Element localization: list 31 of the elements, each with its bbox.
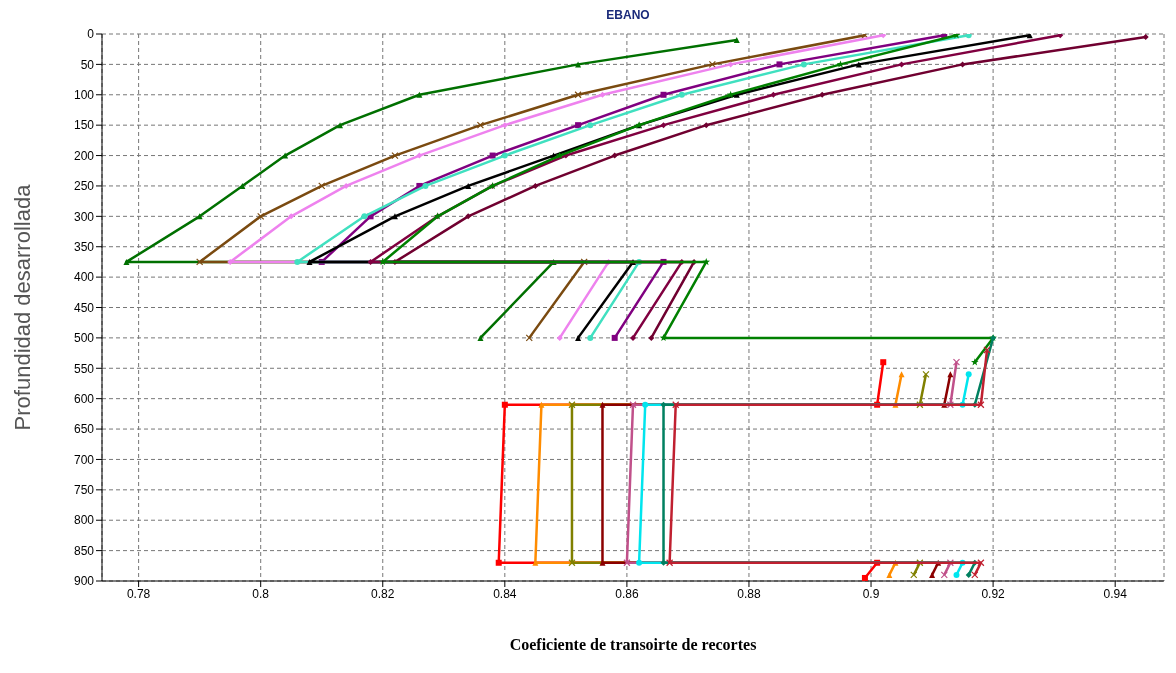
y-tick-label: 0	[87, 27, 95, 42]
x-tick-label: 0.9	[862, 586, 880, 601]
x-tick-label: 0.88	[737, 586, 761, 601]
y-tick-label: 850	[73, 543, 95, 558]
y-tick-label: 250	[73, 179, 95, 194]
y-tick-label: 500	[73, 331, 95, 346]
x-tick-label: 0.78	[126, 586, 151, 601]
x-tick-label: 0.94	[1103, 586, 1128, 601]
y-tick-label: 700	[73, 452, 95, 467]
y-tick-label: 900	[73, 574, 95, 589]
y-tick-label: 300	[73, 209, 95, 224]
y-tick-label: 100	[73, 88, 95, 103]
y-axis-title: Profundidad desarrollada	[9, 183, 35, 431]
y-tick-label: 550	[73, 361, 95, 376]
y-tick-label: 200	[73, 148, 95, 163]
x-tick-label: 0.84	[493, 586, 517, 601]
x-tick-label: 0.8	[252, 586, 270, 601]
chart-title: EBANO	[605, 8, 651, 24]
y-tick-label: 350	[73, 239, 95, 254]
y-tick-label: 800	[73, 513, 95, 528]
y-tick-label: 400	[73, 270, 95, 285]
x-tick-label: 0.86	[615, 586, 639, 601]
y-tick-label: 650	[73, 422, 95, 437]
y-tick-label: 450	[73, 300, 95, 315]
x-axis-title: Coeficiente de transoirte de recortes	[509, 636, 757, 654]
y-tick-label: 600	[73, 391, 95, 406]
x-tick-label: 0.82	[371, 586, 395, 601]
y-tick-label: 150	[73, 118, 95, 133]
y-tick-label: 750	[73, 483, 95, 498]
x-tick-label: 0.92	[981, 586, 1006, 601]
y-tick-label: 50	[80, 57, 95, 72]
